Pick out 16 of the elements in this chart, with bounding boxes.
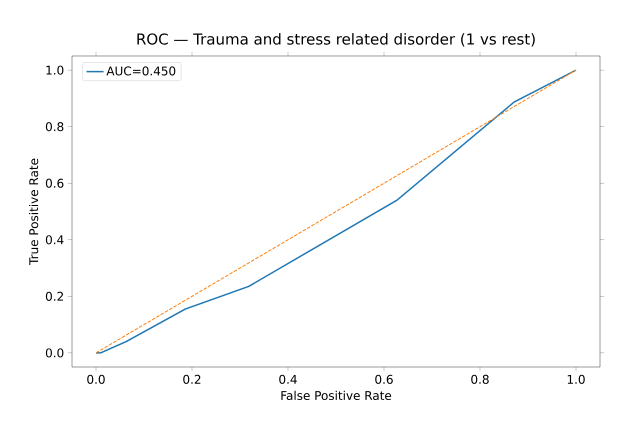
x-tick-label: 1.0: [568, 374, 585, 384]
x-tick-label: 0.8: [471, 374, 489, 384]
x-tick-label: 0.0: [87, 374, 105, 384]
y-tick-label: 1.0: [46, 66, 64, 75]
chart-title: ROC — Trauma and stress related disorder (1 vs rest): [137, 33, 535, 46]
y-axis-title: True Positive Rate: [28, 158, 38, 265]
y-tick-label: 0.4: [46, 235, 64, 244]
y-tick-label: 0.8: [46, 122, 64, 132]
x-axis-title: False Positive Rate: [281, 390, 392, 400]
x-tick-label: 0.2: [183, 374, 200, 384]
y-tick-label: 0.6: [46, 178, 64, 188]
y-tick-label: 0.2: [46, 292, 63, 301]
x-tick-label: 0.4: [279, 374, 297, 384]
y-tick-label: 0.0: [46, 348, 64, 358]
legend-label: AUC=0.450: [106, 66, 176, 76]
x-tick-label: 0.6: [375, 374, 393, 384]
